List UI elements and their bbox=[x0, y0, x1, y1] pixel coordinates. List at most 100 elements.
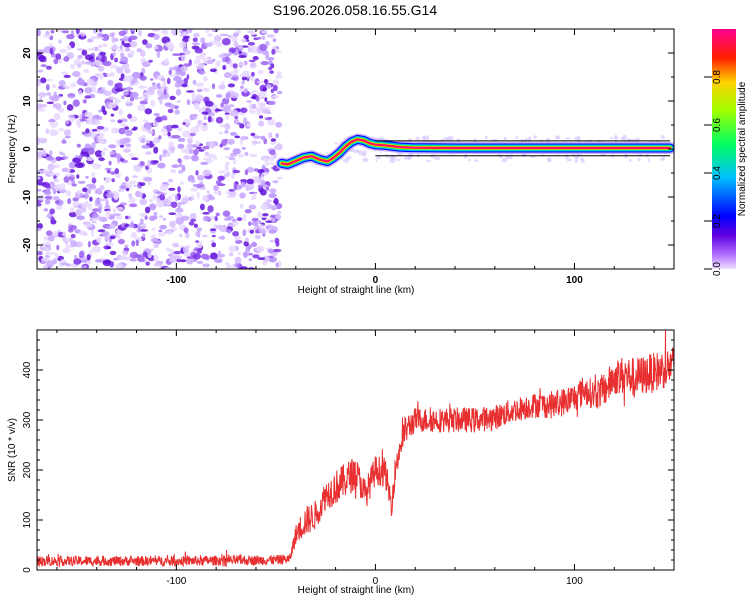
noise-blob bbox=[230, 131, 237, 136]
noise-blob bbox=[102, 259, 112, 267]
noise-blob bbox=[158, 229, 163, 233]
noise-blob bbox=[131, 157, 139, 161]
noise-blob bbox=[194, 231, 201, 237]
noise-blob bbox=[96, 236, 102, 244]
noise-blob bbox=[60, 71, 68, 75]
noise-blob bbox=[268, 230, 277, 234]
noise-blob bbox=[156, 240, 162, 244]
noise-blob bbox=[234, 135, 241, 139]
noise-blob bbox=[574, 136, 580, 141]
noise-blob bbox=[261, 35, 266, 41]
noise-blob bbox=[124, 176, 129, 183]
noise-blob bbox=[240, 107, 248, 113]
noise-blob bbox=[259, 43, 268, 52]
noise-blob bbox=[261, 261, 268, 266]
noise-blob bbox=[258, 220, 262, 224]
noise-blob bbox=[195, 82, 204, 87]
noise-blob bbox=[37, 151, 43, 158]
noise-blob bbox=[111, 178, 115, 183]
noise-blob bbox=[71, 183, 77, 187]
noise-blob bbox=[270, 88, 275, 94]
noise-blob bbox=[139, 229, 149, 232]
noise-blob bbox=[179, 181, 185, 185]
noise-blob bbox=[70, 64, 75, 69]
noise-blob bbox=[175, 71, 181, 76]
noise-blob bbox=[131, 240, 136, 247]
noise-blob bbox=[201, 111, 209, 115]
noise-blob bbox=[37, 103, 43, 110]
noise-blob bbox=[239, 73, 247, 78]
noise-blob bbox=[102, 60, 112, 67]
noise-blob bbox=[244, 89, 248, 94]
noise-blob bbox=[133, 184, 137, 187]
noise-blob bbox=[170, 124, 179, 129]
noise-blob bbox=[246, 178, 254, 185]
noise-blob bbox=[268, 100, 276, 106]
noise-blob bbox=[203, 76, 208, 82]
noise-blob bbox=[37, 223, 43, 230]
noise-blob bbox=[109, 64, 118, 69]
noise-blob bbox=[213, 35, 222, 42]
noise-blob bbox=[164, 58, 169, 64]
noise-blob bbox=[202, 215, 210, 222]
noise-blob bbox=[120, 52, 125, 59]
noise-blob bbox=[70, 174, 75, 178]
noise-blob bbox=[102, 43, 108, 48]
noise-blob bbox=[149, 198, 154, 203]
noise-blob bbox=[190, 218, 197, 222]
noise-blob bbox=[78, 154, 83, 160]
noise-blob bbox=[91, 47, 96, 51]
noise-blob bbox=[78, 251, 84, 258]
noise-blob bbox=[188, 148, 194, 155]
noise-blob bbox=[421, 135, 427, 139]
noise-blob bbox=[356, 149, 360, 153]
noise-blob bbox=[108, 96, 115, 100]
noise-blob bbox=[153, 33, 160, 41]
noise-blob bbox=[71, 179, 76, 185]
noise-blob bbox=[376, 156, 381, 160]
noise-blob bbox=[264, 51, 270, 58]
noise-blob bbox=[124, 244, 129, 247]
noise-blob bbox=[196, 88, 203, 93]
noise-blob bbox=[92, 208, 100, 212]
noise-blob bbox=[45, 84, 50, 91]
noise-blob bbox=[121, 40, 125, 46]
noise-blob bbox=[620, 137, 623, 140]
colorbar-ticks: 0.0 0.2 0.4 0.6 0.8 bbox=[704, 70, 723, 276]
noise-blob bbox=[186, 74, 190, 80]
noise-blob bbox=[145, 43, 153, 49]
noise-blob bbox=[180, 259, 187, 263]
noise-blob bbox=[213, 259, 223, 263]
noise-blob bbox=[275, 133, 280, 139]
noise-blob bbox=[530, 155, 536, 159]
y-tick-label: 20 bbox=[22, 47, 33, 59]
noise-blob bbox=[248, 258, 252, 262]
noise-blob bbox=[257, 257, 266, 260]
noise-blob bbox=[168, 141, 174, 148]
noise-blob bbox=[220, 102, 224, 108]
noise-blob bbox=[142, 39, 148, 45]
noise-blob bbox=[218, 53, 226, 59]
colorbar: 0.0 0.2 0.4 0.6 0.8 Normalized spectral ampl… bbox=[704, 29, 748, 276]
noise-blob bbox=[434, 156, 441, 161]
noise-blob bbox=[219, 33, 229, 37]
noise-blob bbox=[273, 85, 278, 92]
noise-blob bbox=[208, 112, 215, 117]
noise-blob bbox=[171, 135, 181, 139]
noise-blob bbox=[192, 253, 201, 260]
noise-blob bbox=[264, 97, 268, 102]
noise-blob bbox=[220, 235, 226, 240]
noise-blob bbox=[117, 49, 125, 53]
noise-blob bbox=[275, 121, 283, 128]
noise-blob bbox=[49, 183, 54, 188]
noise-blob bbox=[211, 242, 217, 248]
noise-blob bbox=[334, 142, 339, 145]
noise-blob bbox=[262, 155, 267, 161]
noise-blob bbox=[96, 125, 105, 130]
noise-blob bbox=[125, 215, 129, 220]
noise-blob bbox=[255, 95, 260, 102]
noise-blob bbox=[264, 79, 268, 84]
noise-blob bbox=[545, 137, 551, 143]
noise-blob bbox=[157, 88, 163, 97]
